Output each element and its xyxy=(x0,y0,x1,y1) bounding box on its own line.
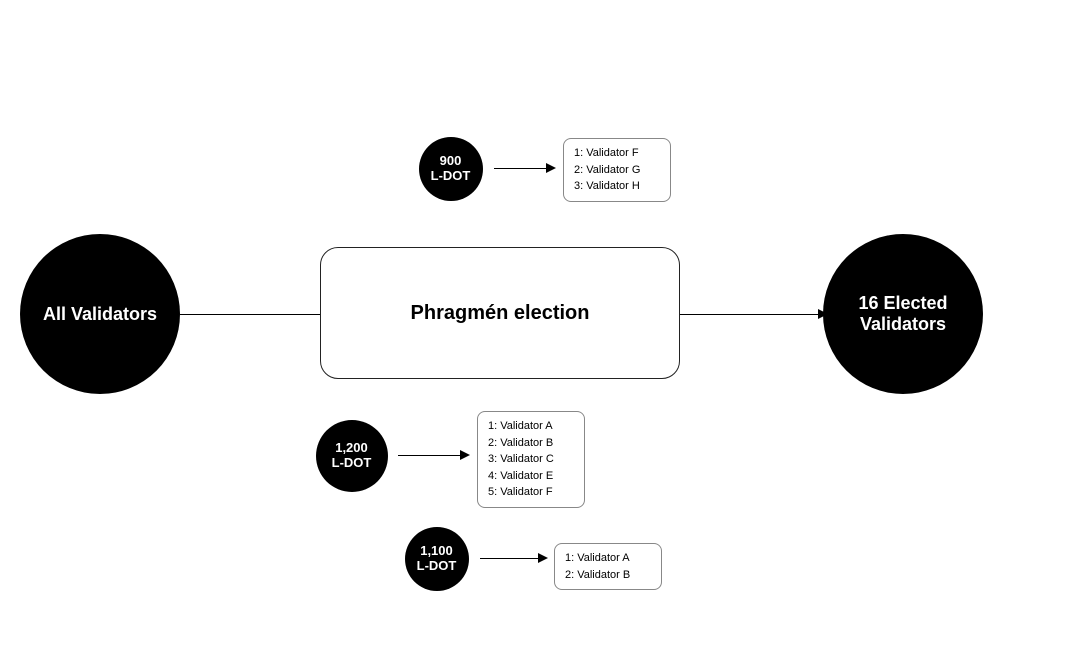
nominator-node: 1,100 L-DOT xyxy=(405,527,469,591)
nominator-unit: L-DOT xyxy=(431,169,471,184)
phragmen-election-label: Phragmén election xyxy=(411,302,590,325)
arrow-head-icon xyxy=(538,553,548,563)
validator-list-box: 1: Validator A2: Validator B3: Validator… xyxy=(477,411,585,508)
all-validators-node: All Validators xyxy=(20,234,180,394)
arrow-head-icon xyxy=(818,309,828,319)
elected-validators-line2: Validators xyxy=(858,314,947,335)
arrow-head-icon xyxy=(460,450,470,460)
arrow-head-icon xyxy=(546,163,556,173)
validator-list-box: 1: Validator A2: Validator B xyxy=(554,543,662,590)
arrow-nominator xyxy=(494,168,548,169)
elected-validators-node: 16 Elected Validators xyxy=(823,234,983,394)
nominator-node: 900 L-DOT xyxy=(419,137,483,201)
arrow-main-right xyxy=(680,314,820,315)
validator-list-item: 2: Validator G xyxy=(574,162,660,179)
validator-list-item: 1: Validator A xyxy=(488,418,574,435)
all-validators-label: All Validators xyxy=(43,304,157,325)
nominator-unit: L-DOT xyxy=(417,559,457,574)
validator-list-item: 4: Validator E xyxy=(488,468,574,485)
nominator-amount: 900 xyxy=(440,154,462,169)
arrow-main-left xyxy=(180,314,320,315)
nominator-amount: 1,100 xyxy=(420,544,453,559)
nominator-amount: 1,200 xyxy=(335,441,368,456)
phragmen-election-box: Phragmén election xyxy=(320,247,680,379)
validator-list-item: 1: Validator A xyxy=(565,550,651,567)
validator-list-item: 3: Validator C xyxy=(488,451,574,468)
arrow-nominator xyxy=(398,455,462,456)
validator-list-item: 2: Validator B xyxy=(488,435,574,452)
nominator-node: 1,200 L-DOT xyxy=(316,420,388,492)
validator-list-box: 1: Validator F2: Validator G3: Validator… xyxy=(563,138,671,202)
validator-list-item: 3: Validator H xyxy=(574,178,660,195)
elected-validators-line1: 16 Elected xyxy=(858,293,947,314)
nominator-unit: L-DOT xyxy=(332,456,372,471)
validator-list-item: 2: Validator B xyxy=(565,567,651,584)
validator-list-item: 5: Validator F xyxy=(488,484,574,501)
arrow-nominator xyxy=(480,558,540,559)
validator-list-item: 1: Validator F xyxy=(574,145,660,162)
